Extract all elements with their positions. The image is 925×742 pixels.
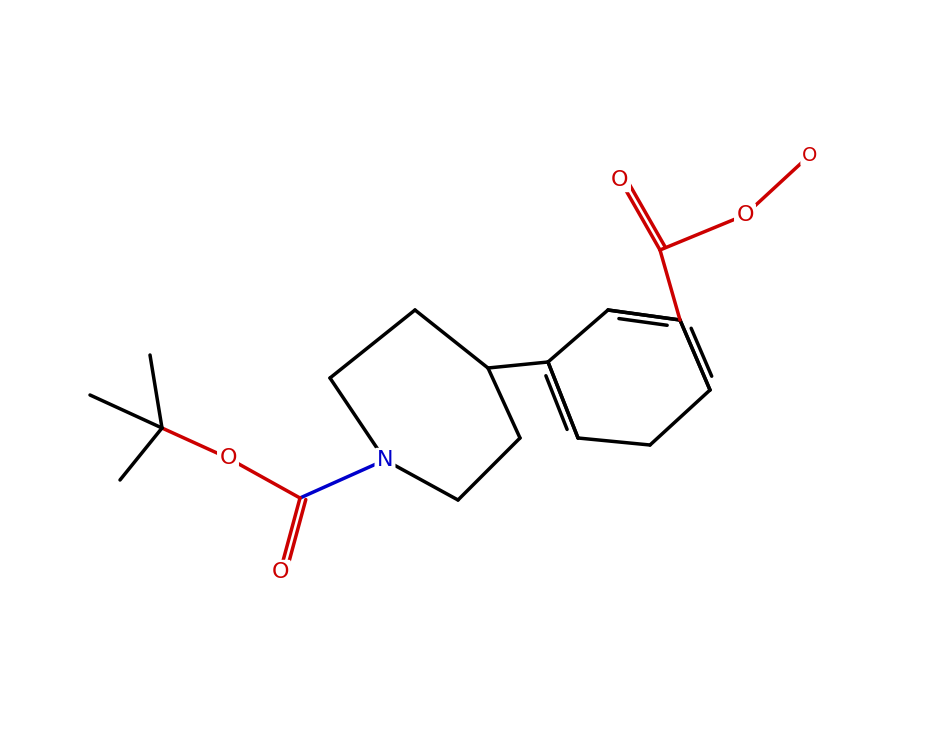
Text: O: O <box>802 145 818 165</box>
Text: O: O <box>611 170 629 190</box>
Text: N: N <box>376 450 393 470</box>
Text: O: O <box>271 562 289 582</box>
Text: O: O <box>736 205 754 225</box>
Text: O: O <box>219 448 237 468</box>
